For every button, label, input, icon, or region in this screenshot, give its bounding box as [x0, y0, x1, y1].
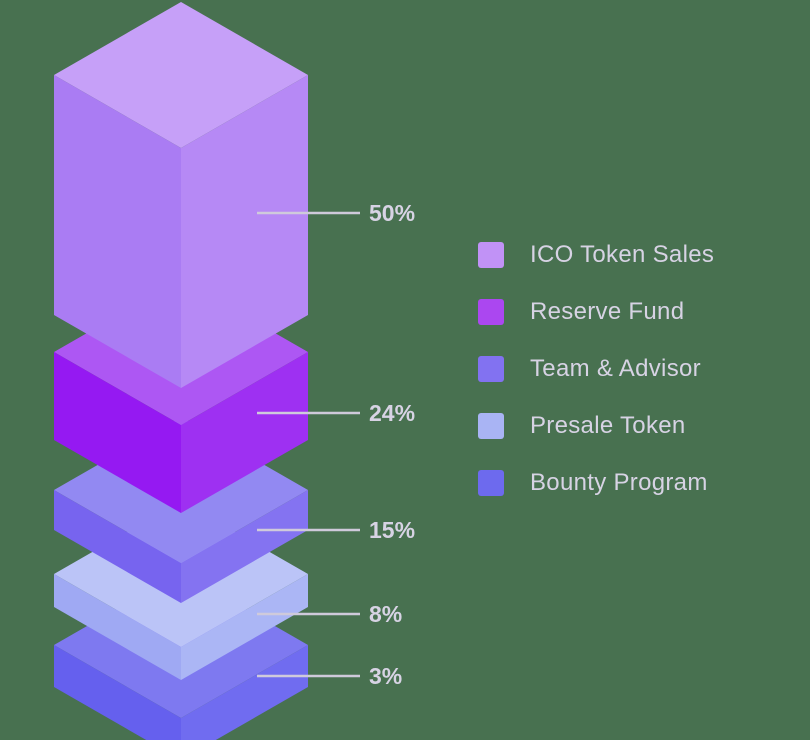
block-reserve-fund-left-face	[54, 352, 181, 513]
legend-label-bounty-program: Bounty Program	[530, 469, 708, 496]
block-bounty-program-left-face	[54, 645, 181, 740]
legend-label-ico-token-sales: ICO Token Sales	[530, 241, 715, 268]
block-reserve-fund-right-face	[181, 352, 308, 513]
legend: ICO Token Sales Reserve Fund Team & Adviso…	[478, 241, 715, 496]
legend-item-team-advisor: Team & Advisor	[478, 355, 714, 382]
legend-item-presale-token: Presale Token	[478, 412, 714, 439]
legend-swatch-presale-token	[478, 413, 504, 439]
legend-item-reserve-fund: Reserve Fund	[478, 298, 714, 325]
block-ico-token-sales-right-face	[181, 75, 308, 388]
legend-label-reserve-fund: Reserve Fund	[530, 298, 685, 325]
block-bounty-program-right-face	[181, 645, 308, 740]
percent-label-team-advisor: 15%	[369, 517, 415, 543]
percent-label-bounty-program: 3%	[369, 663, 402, 689]
legend-swatch-ico-token-sales	[478, 242, 504, 268]
block-ico-token-sales-left-face	[54, 75, 181, 388]
legend-swatch-reserve-fund	[478, 299, 504, 325]
legend-item-ico-token-sales: ICO Token Sales	[478, 241, 715, 268]
block-presale-token-right-face	[181, 574, 308, 680]
legend-label-presale-token: Presale Token	[530, 412, 686, 439]
legend-swatch-team-advisor	[478, 356, 504, 382]
block-presale-token-left-face	[54, 574, 181, 680]
legend-item-bounty-program: Bounty Program	[478, 469, 714, 496]
block-team-advisor-left-face	[54, 490, 181, 603]
legend-swatch-bounty-program	[478, 470, 504, 496]
legend-label-team-advisor: Team & Advisor	[530, 355, 701, 382]
percent-label-ico-token-sales: 50%	[369, 200, 415, 226]
block-team-advisor-right-face	[181, 490, 308, 603]
percent-label-reserve-fund: 24%	[369, 400, 415, 426]
percent-label-presale-token: 8%	[369, 601, 402, 627]
